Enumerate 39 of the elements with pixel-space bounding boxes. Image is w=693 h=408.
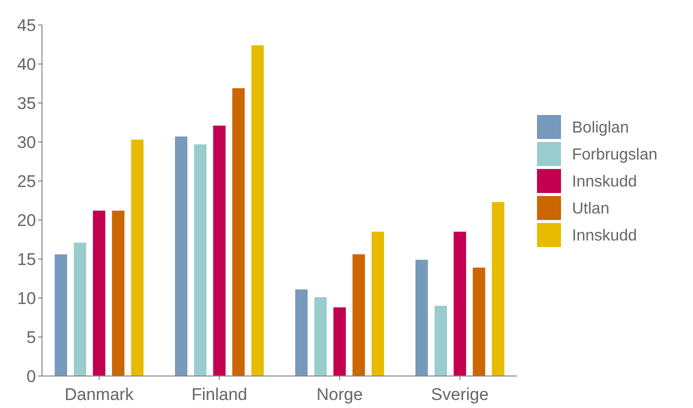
y-tick-label: 40 bbox=[17, 54, 36, 74]
bar bbox=[174, 136, 188, 376]
bar bbox=[415, 260, 428, 376]
y-tick-label: 0 bbox=[26, 366, 36, 386]
bar bbox=[74, 242, 86, 376]
bar bbox=[372, 232, 384, 376]
bar bbox=[251, 45, 264, 376]
y-tick-label: 45 bbox=[17, 16, 36, 35]
legend-label: Utlan bbox=[572, 200, 610, 218]
y-tick-label: 25 bbox=[17, 172, 36, 191]
y-tick-label: 35 bbox=[17, 94, 36, 113]
y-tick-label: 10 bbox=[17, 288, 36, 308]
bar bbox=[295, 289, 308, 376]
x-tick-label: Danmark bbox=[64, 385, 134, 404]
bar bbox=[492, 202, 504, 376]
bar bbox=[131, 140, 144, 376]
bar bbox=[112, 210, 124, 376]
bar bbox=[472, 268, 486, 376]
x-tick-label: Norge bbox=[316, 385, 363, 404]
bar bbox=[194, 144, 206, 376]
x-tick-label: Sverige bbox=[431, 385, 489, 404]
bar bbox=[92, 210, 106, 376]
bar bbox=[314, 297, 327, 376]
bar bbox=[333, 307, 346, 376]
bar bbox=[352, 254, 365, 376]
y-tick-label: 5 bbox=[26, 328, 36, 347]
bar bbox=[54, 254, 68, 376]
y-tick-label: 30 bbox=[17, 132, 36, 152]
legend-label: Innskudd bbox=[572, 174, 637, 191]
legend-label: Forbrugslan bbox=[572, 146, 658, 164]
bar bbox=[232, 88, 245, 376]
x-tick-label: Finland bbox=[191, 385, 248, 404]
legend-label: Boliglan bbox=[572, 120, 629, 137]
y-tick-label: 15 bbox=[17, 250, 36, 269]
bar bbox=[434, 306, 447, 376]
y-tick-label: 20 bbox=[17, 210, 36, 230]
bar bbox=[454, 232, 466, 376]
bar bbox=[213, 126, 226, 376]
legend-label: Innskudd bbox=[572, 228, 637, 245]
